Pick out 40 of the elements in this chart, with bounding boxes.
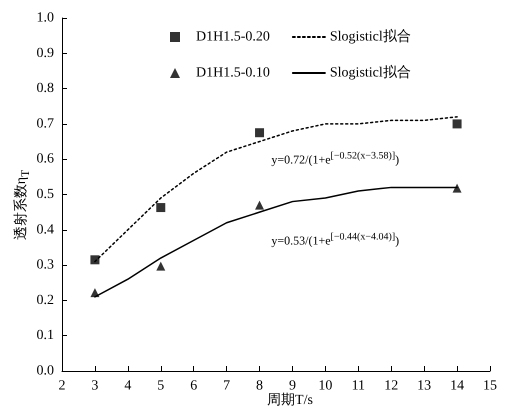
- y-tick-label: 0.9: [36, 46, 54, 61]
- y-tick-label: 0.2: [36, 292, 54, 308]
- x-tick-label: 15: [483, 378, 497, 394]
- x-tick-label: 4: [124, 378, 132, 394]
- annotation: y=0.53/(1+e$^{[−0.44(x−4.04)]}$): [271, 232, 400, 249]
- annotation: y=0.72/(1+e$^{[−0.52(x−3.58)]}$): [271, 150, 400, 168]
- x-tick-label: 14: [450, 378, 464, 394]
- x-tick-label: 8: [256, 378, 264, 394]
- x-tick-label: 3: [91, 378, 98, 394]
- x-tick-label: 9: [288, 378, 296, 394]
- point: [90, 288, 100, 298]
- y-tick-label: 0.5: [36, 187, 54, 202]
- y-tick-label: 0.8: [36, 81, 54, 96]
- x-tick-label: 7: [223, 378, 230, 394]
- x-tick-label: 6: [190, 378, 198, 394]
- x-tick-label: 12: [384, 378, 398, 394]
- point: [156, 203, 166, 212]
- x-tick-label: 5: [157, 378, 164, 394]
- x-tick-label: 11: [352, 378, 366, 394]
- x-axis-title: 周期T/s: [267, 392, 313, 409]
- legend-label: Slogisticl拟合: [330, 28, 411, 44]
- y-tick-label: 0.7: [36, 116, 54, 132]
- y-tick-label: 0.1: [36, 328, 54, 344]
- y-tick-label: 1.0: [36, 10, 54, 26]
- y-tick-label: 0.4: [36, 222, 54, 238]
- legend-label: D1H1.5-0.10: [196, 66, 270, 80]
- legend-label: D1H1.5-0.20: [196, 30, 270, 44]
- x-tick-label: 10: [318, 378, 332, 394]
- point: [90, 255, 100, 264]
- y-tick-label: 0.3: [36, 258, 54, 273]
- y-tick-label: 0.0: [36, 364, 54, 378]
- point: [156, 262, 166, 271]
- point: [452, 184, 462, 193]
- point: [452, 119, 462, 128]
- point: [255, 128, 264, 138]
- point: [255, 200, 264, 210]
- y-tick-label: 0.6: [36, 152, 54, 167]
- x-tick-label: 13: [417, 378, 432, 394]
- x-tick-label: 2: [58, 378, 66, 394]
- legend-label: Slogisticl拟合: [330, 64, 411, 80]
